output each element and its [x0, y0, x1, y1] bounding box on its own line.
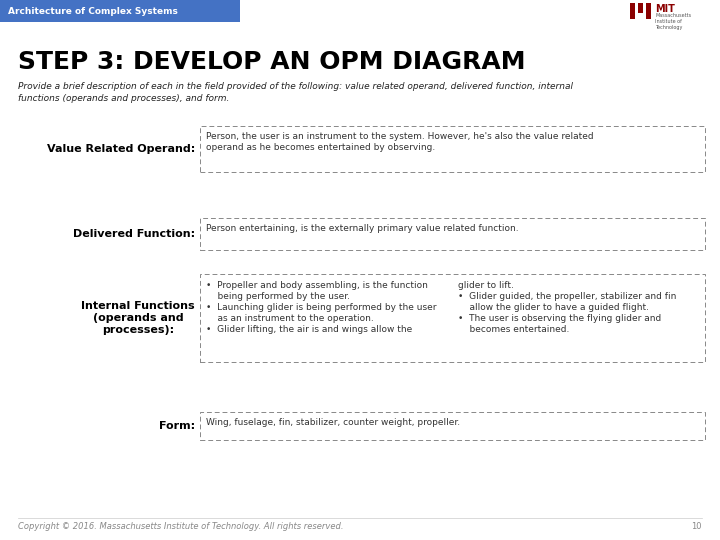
Text: Architecture of Complex Systems: Architecture of Complex Systems	[8, 6, 178, 16]
Text: Delivered Function:: Delivered Function:	[73, 229, 195, 239]
Text: •  Propeller and body assembling, is the function: • Propeller and body assembling, is the …	[206, 281, 428, 290]
Text: being performed by the user.: being performed by the user.	[206, 292, 350, 301]
Text: Internal Functions
(operands and
processes):: Internal Functions (operands and process…	[81, 301, 195, 335]
Text: Copyright © 2016. Massachusetts Institute of Technology. All rights reserved.: Copyright © 2016. Massachusetts Institut…	[18, 522, 343, 531]
Text: allow the glider to have a guided flight.: allow the glider to have a guided flight…	[458, 303, 649, 312]
Text: MIT: MIT	[655, 4, 675, 14]
Text: Wing, fuselage, fin, stabilizer, counter weight, propeller.: Wing, fuselage, fin, stabilizer, counter…	[206, 418, 460, 427]
Text: becomes entertained.: becomes entertained.	[458, 325, 570, 334]
Text: Form:: Form:	[159, 421, 195, 431]
Text: •  Launching glider is being performed by the user: • Launching glider is being performed by…	[206, 303, 436, 312]
Bar	[646, 3, 651, 19]
Text: as an instrument to the operation.: as an instrument to the operation.	[206, 314, 374, 323]
Text: glider to lift.: glider to lift.	[458, 281, 514, 290]
Bar	[630, 3, 635, 19]
Text: •  The user is observing the flying glider and: • The user is observing the flying glide…	[458, 314, 661, 323]
Text: 10: 10	[691, 522, 702, 531]
Text: Value Related Operand:: Value Related Operand:	[47, 144, 195, 154]
Text: Person, the user is an instrument to the system. However, he's also the value re: Person, the user is an instrument to the…	[206, 132, 593, 152]
Bar	[638, 3, 643, 13]
Bar	[0, 0, 240, 22]
Text: Massachusetts
Institute of
Technology: Massachusetts Institute of Technology	[655, 13, 691, 30]
Text: Person entertaining, is the externally primary value related function.: Person entertaining, is the externally p…	[206, 224, 518, 233]
Text: •  Glider lifting, the air is and wings allow the: • Glider lifting, the air is and wings a…	[206, 325, 413, 334]
Text: •  Glider guided, the propeller, stabilizer and fin: • Glider guided, the propeller, stabiliz…	[458, 292, 676, 301]
Text: STEP 3: DEVELOP AN OPM DIAGRAM: STEP 3: DEVELOP AN OPM DIAGRAM	[18, 50, 526, 74]
Text: Provide a brief description of each in the field provided of the following: valu: Provide a brief description of each in t…	[18, 82, 573, 103]
